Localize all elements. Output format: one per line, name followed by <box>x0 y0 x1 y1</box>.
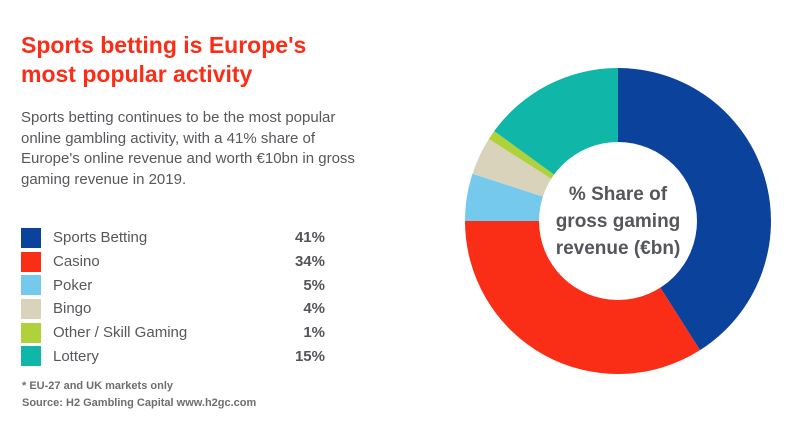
legend-value: 1% <box>303 324 325 342</box>
legend-item-bingo: Bingo 4% <box>21 297 325 321</box>
page-title-line-1: Sports betting is Europe's <box>21 32 307 58</box>
legend-label: Bingo <box>53 300 92 318</box>
legend-swatch-other-skill-gaming <box>21 322 41 343</box>
legend-swatch-poker <box>21 275 41 296</box>
intro-paragraph: Sports betting continues to be the most … <box>21 109 355 188</box>
legend-swatch-casino <box>21 251 41 272</box>
page-title-line-2: most popular activity <box>21 61 253 87</box>
legend-value: 41% <box>294 229 325 247</box>
legend-item-other-skill-gaming: Other / Skill Gaming 1% <box>21 321 325 345</box>
legend-item-lottery: Lottery 15% <box>21 344 325 368</box>
legend-item-sports-betting: Sports Betting 41% <box>21 226 325 250</box>
legend-swatch-sports-betting <box>21 227 41 248</box>
page-title: Sports betting is Europe's most popular … <box>21 31 351 89</box>
legend-label: Other / Skill Gaming <box>53 324 188 342</box>
legend-label: Sports Betting <box>53 229 148 247</box>
footnote-markets: * EU-27 and UK markets only <box>22 380 173 392</box>
legend-label: Lottery <box>53 347 99 365</box>
legend-value: 34% <box>294 253 325 271</box>
legend-value: 15% <box>294 347 325 365</box>
chart-legend: Sports Betting 41% Casino 34% Poker 5% B… <box>21 226 325 368</box>
legend-label: Casino <box>53 253 100 271</box>
legend-label: Poker <box>53 276 93 294</box>
footnotes: * EU-27 and UK markets only Source: H2 G… <box>22 378 256 412</box>
footnote-source: Source: H2 Gambling Capital www.h2gc.com <box>22 397 257 409</box>
legend-value: 4% <box>303 300 325 318</box>
legend-swatch-bingo <box>21 298 41 319</box>
donut-chart-svg <box>465 68 771 374</box>
donut-hole <box>539 142 697 300</box>
legend-item-poker: Poker 5% <box>21 273 325 297</box>
legend-value: 5% <box>303 276 325 294</box>
donut-chart: % Share of gross gaming revenue (€bn) <box>462 65 774 377</box>
legend-item-casino: Casino 34% <box>21 250 325 274</box>
legend-swatch-lottery <box>21 346 41 367</box>
